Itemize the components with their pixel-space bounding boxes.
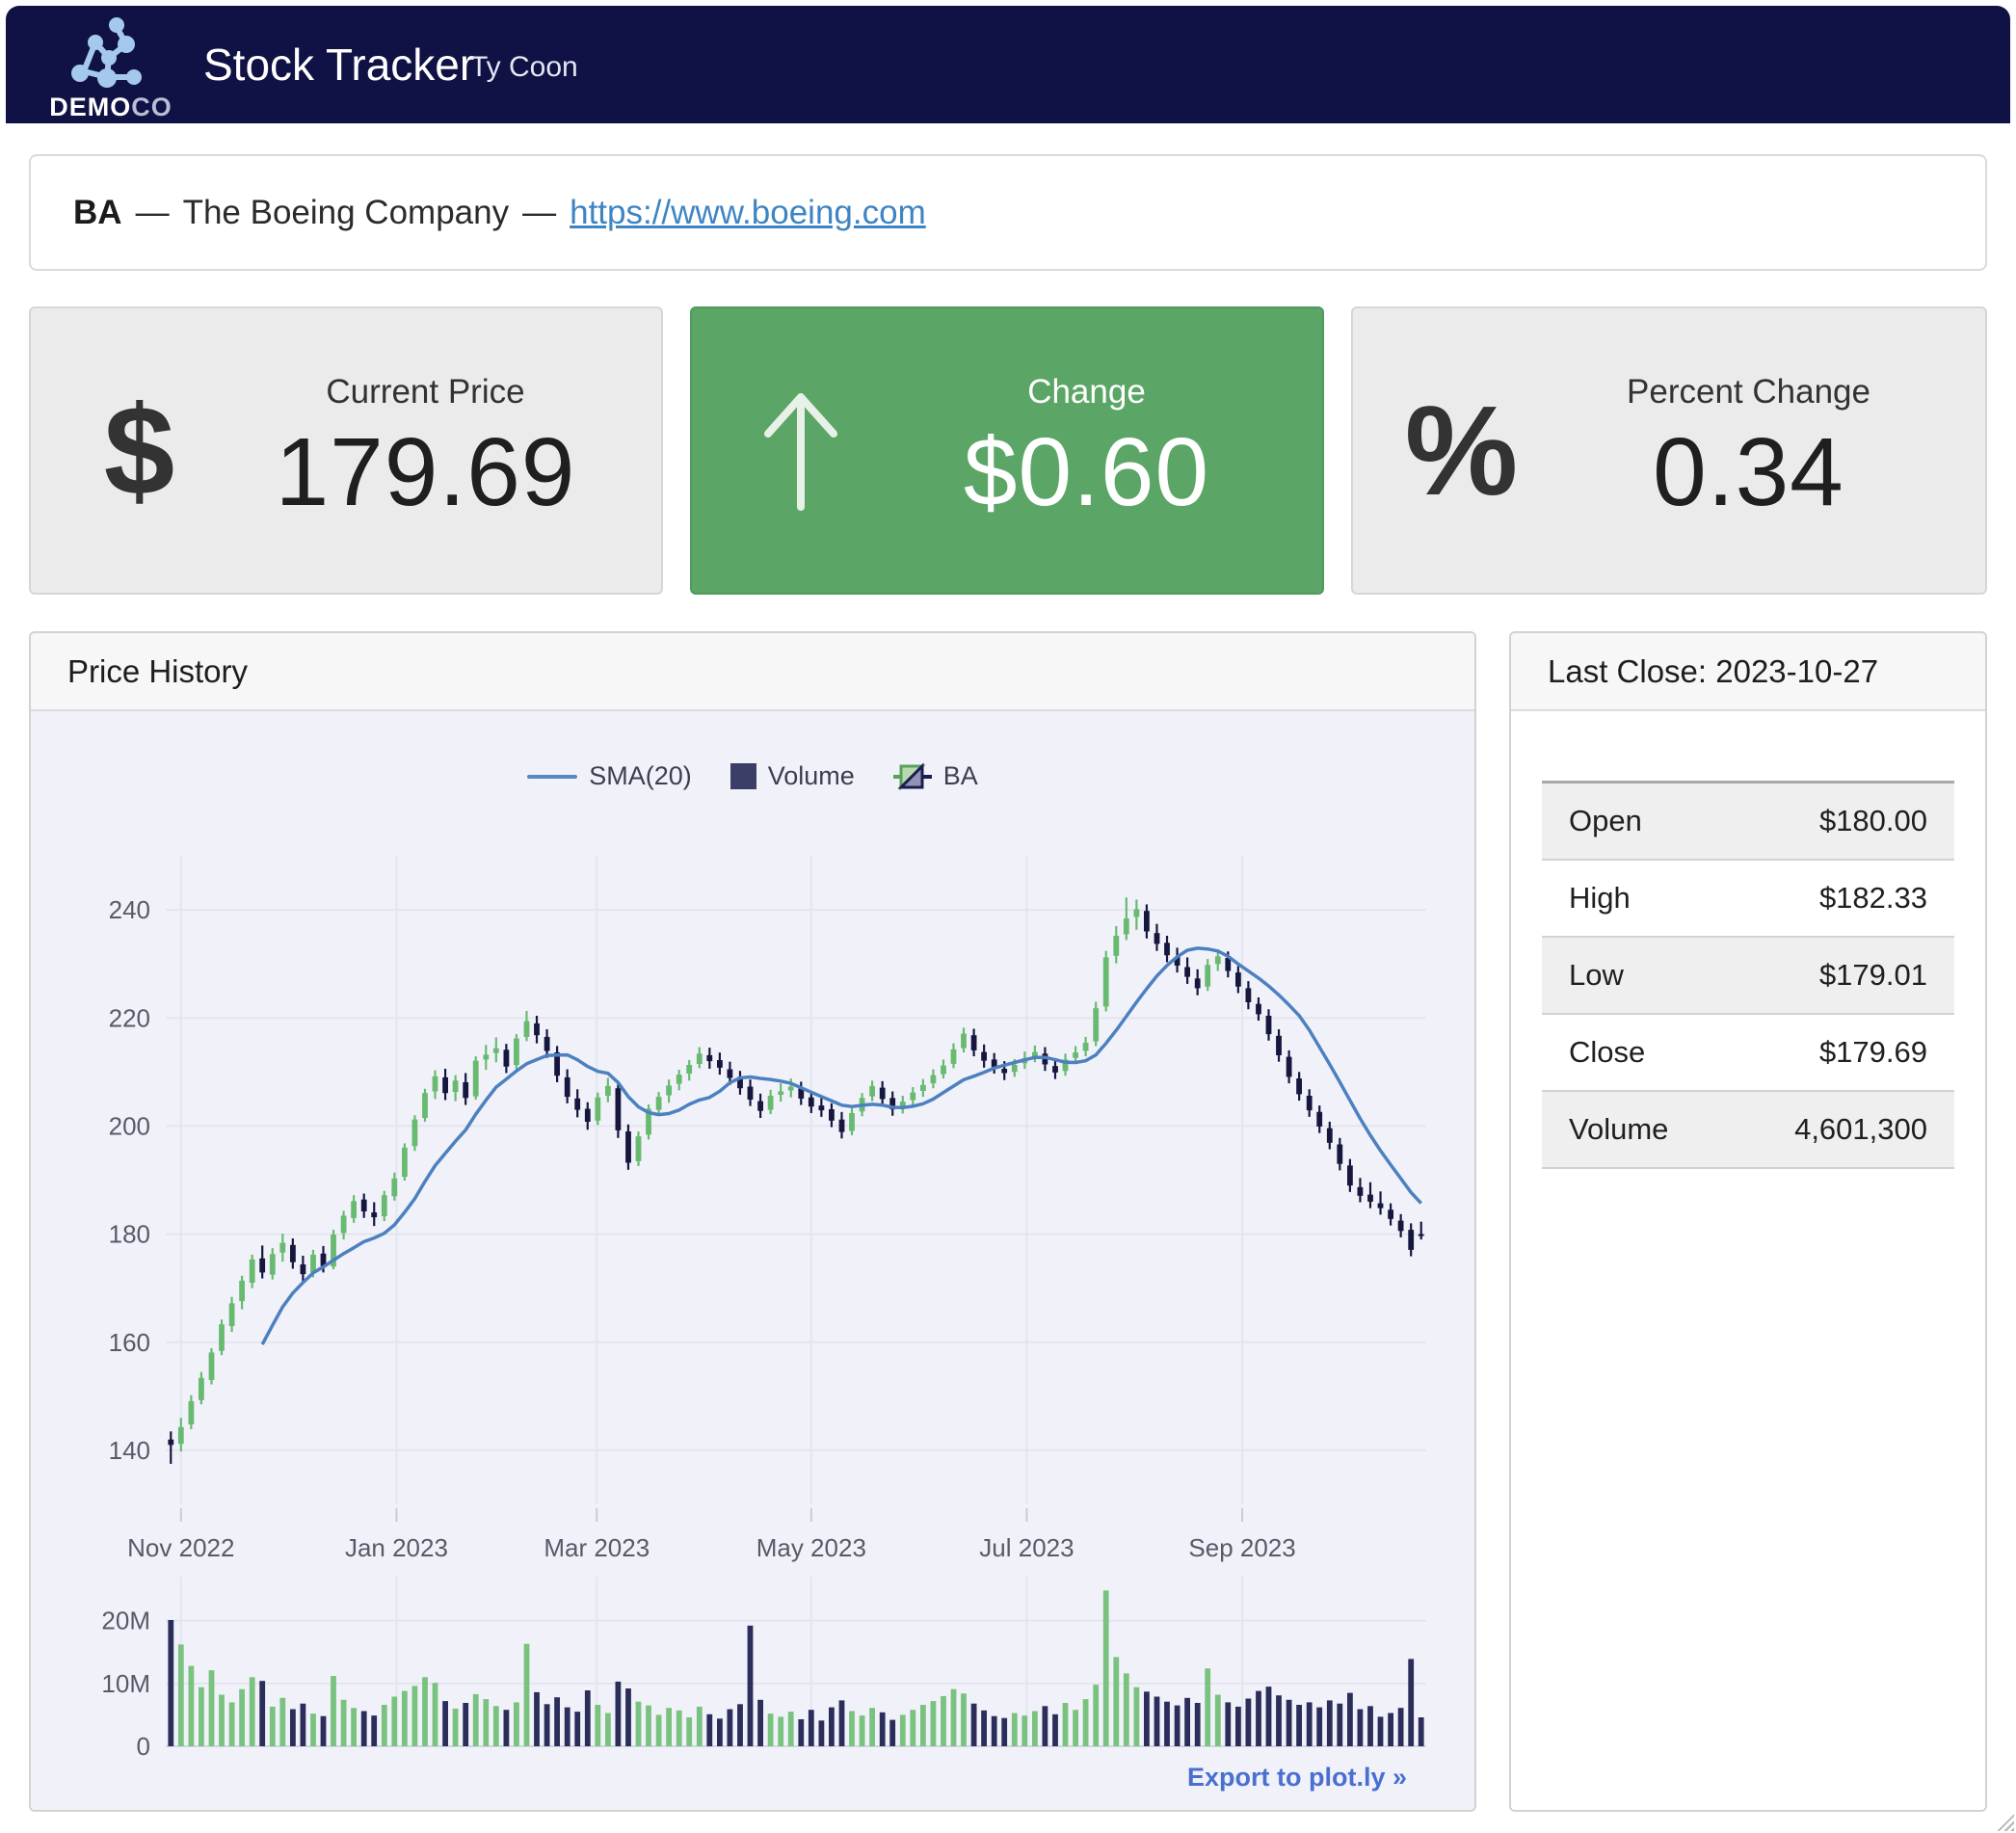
stat-value: $179.01 xyxy=(1818,957,1927,992)
app-header: DEMOCO Stock Tracker Ty Coon xyxy=(6,6,2010,123)
svg-text:Jan 2023: Jan 2023 xyxy=(345,1533,448,1562)
volume-swatch-icon xyxy=(729,763,756,789)
app-subtitle: Ty Coon xyxy=(470,51,578,83)
change-value: $0.60 xyxy=(963,418,1210,526)
price-history-chart: SMA(20) Volume BA 140 160 180 200 220 240 N xyxy=(31,711,1474,1812)
arrow-up-icon xyxy=(692,385,909,516)
molecule-logo-icon xyxy=(71,17,142,88)
svg-text:160: 160 xyxy=(109,1328,150,1357)
current-price-label: Current Price xyxy=(326,373,525,411)
sma-line-swatch-icon xyxy=(527,774,578,779)
ticker-symbol: BA xyxy=(73,193,122,231)
price-history-title: Price History xyxy=(31,633,1474,711)
company-website-link[interactable]: https://www.boeing.com xyxy=(570,193,926,231)
stat-value: $179.69 xyxy=(1818,1034,1927,1069)
svg-text:Mar 2023: Mar 2023 xyxy=(544,1533,650,1562)
change-card: Change $0.60 xyxy=(690,306,1324,595)
company-name: The Boeing Company xyxy=(182,193,510,231)
percent-change-label: Percent Change xyxy=(1627,373,1870,411)
stat-value: 4,601,300 xyxy=(1794,1111,1927,1146)
svg-text:May 2023: May 2023 xyxy=(756,1533,866,1562)
last-close-row: Volume 4,601,300 xyxy=(1542,1090,1954,1168)
last-close-row: Open $180.00 xyxy=(1542,782,1954,860)
stat-label: Volume xyxy=(1569,1111,1669,1146)
stat-label: Open xyxy=(1569,803,1642,837)
svg-text:Jul 2023: Jul 2023 xyxy=(979,1533,1074,1562)
current-price-card: $ Current Price 179.69 xyxy=(29,306,663,595)
svg-text:240: 240 xyxy=(109,895,150,924)
last-close-title: Last Close: 2023-10-27 xyxy=(1511,633,1985,711)
svg-text:Nov 2022: Nov 2022 xyxy=(127,1533,234,1562)
svg-text:Sep 2023: Sep 2023 xyxy=(1188,1533,1295,1562)
last-close-row: Low $179.01 xyxy=(1542,936,1954,1014)
last-close-body: Open $180.00 High $182.33 Low $179.01 Close $17… xyxy=(1511,711,1985,1810)
svg-text:20M: 20M xyxy=(101,1607,150,1635)
svg-text:200: 200 xyxy=(109,1111,150,1140)
price-history-panel: Price History SMA(20) Volume xyxy=(29,631,1476,1812)
last-close-table: Open $180.00 High $182.33 Low $179.01 Close $17… xyxy=(1542,781,1954,1169)
percent-icon: % xyxy=(1404,379,1519,521)
stat-label: Low xyxy=(1569,957,1624,992)
last-close-row: High $182.33 xyxy=(1542,860,1954,937)
legend-item-ba[interactable]: BA xyxy=(882,761,990,791)
svg-text:180: 180 xyxy=(109,1220,150,1249)
current-price-value: 179.69 xyxy=(275,418,576,526)
svg-text:220: 220 xyxy=(109,1003,150,1032)
legend-item-sma[interactable]: SMA(20) xyxy=(516,761,703,791)
change-label: Change xyxy=(1027,373,1146,411)
chart-legend: SMA(20) Volume BA xyxy=(31,761,1474,791)
stat-value: $182.33 xyxy=(1818,880,1927,915)
dollar-icon: $ xyxy=(103,379,175,521)
candlestick-swatch-icon xyxy=(892,761,932,791)
legend-item-volume[interactable]: Volume xyxy=(719,761,866,791)
stat-label: High xyxy=(1569,880,1631,915)
last-close-row: Close $179.69 xyxy=(1542,1014,1954,1091)
stat-value: $180.00 xyxy=(1818,803,1927,837)
stat-label: Close xyxy=(1569,1034,1646,1069)
ticker-summary-card: BA — The Boeing Company — https://www.bo… xyxy=(29,154,1987,271)
logo-wordmark: DEMOCO xyxy=(48,93,173,122)
logo-wordmark-primary: DEMO xyxy=(49,93,132,121)
candlestick-volume-chart[interactable]: 140 160 180 200 220 240 Nov 2022 Jan 2023 Mar 20… xyxy=(31,711,1474,1812)
resize-gripper[interactable] xyxy=(1997,1814,2014,1831)
percent-change-value: 0.34 xyxy=(1653,418,1844,526)
logo-wordmark-secondary: CO xyxy=(131,93,172,121)
app-title: Stock Tracker xyxy=(203,40,475,90)
percent-change-card: % Percent Change 0.34 xyxy=(1351,306,1987,595)
export-to-plotly-link[interactable]: Export to plot.ly » xyxy=(1186,1763,1407,1792)
svg-text:10M: 10M xyxy=(101,1669,150,1698)
svg-text:0: 0 xyxy=(137,1732,150,1761)
svg-text:140: 140 xyxy=(109,1436,150,1465)
democo-logo: DEMOCO xyxy=(48,15,173,122)
separator-dash: — xyxy=(135,193,170,231)
separator-dash: — xyxy=(522,193,557,231)
last-close-panel: Last Close: 2023-10-27 Open $180.00 High $1… xyxy=(1509,631,1987,1812)
